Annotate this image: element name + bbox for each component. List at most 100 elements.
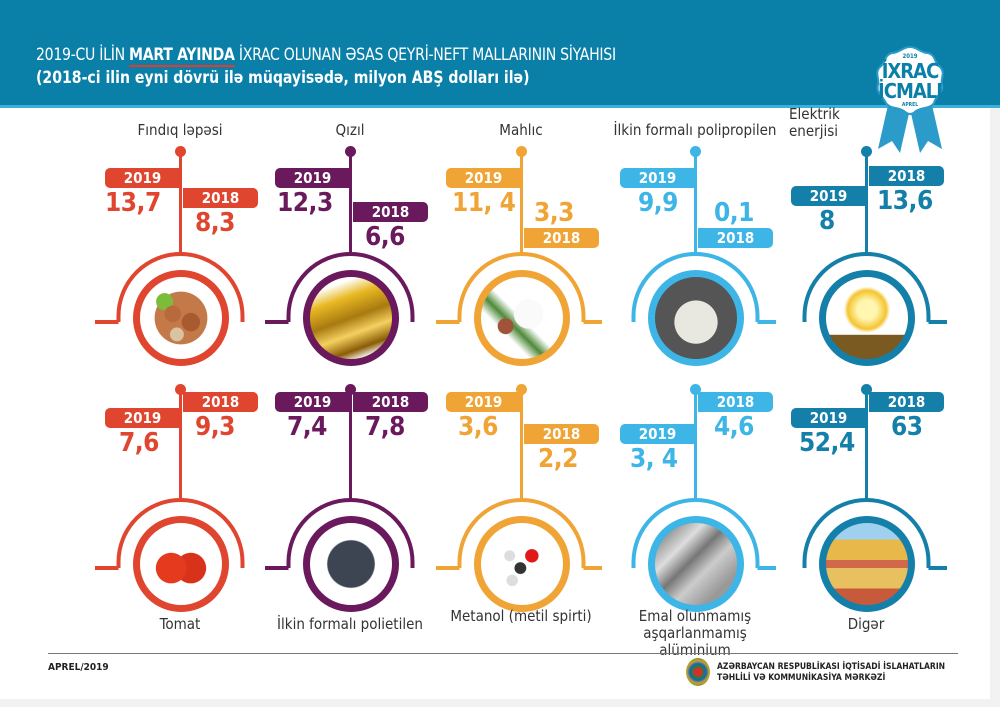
- value-2019: 3, 4: [630, 444, 678, 474]
- lightbulb-image: [818, 270, 915, 366]
- value-2019: 9,9: [638, 188, 678, 218]
- year-2018-tag: 2018: [869, 166, 944, 186]
- stem-dot: [861, 146, 872, 157]
- value-2018: 13,6: [877, 186, 933, 216]
- product-card-polyethylene: 2019 2018 7,4 7,8 İlkin formalı polietilen: [265, 380, 435, 650]
- value-2018: 4,6: [714, 412, 754, 442]
- product-name: Elektrik enerjisi: [789, 105, 840, 140]
- product-name: Tomat: [159, 615, 201, 633]
- year-2018-tag: 2018: [183, 188, 258, 208]
- year-2018-tag: 2018: [698, 228, 773, 248]
- year-2019-tag: 2019: [620, 168, 695, 188]
- year-2018-tag: 2018: [353, 392, 428, 412]
- footer-organization: AZƏRBAYCAN RESPUBLİKASI İQTİSADİ İSLAHAT…: [717, 662, 946, 683]
- stem-line: [349, 152, 352, 254]
- year-2019-tag: 2019: [105, 168, 180, 188]
- year-2019-tag: 2019: [620, 424, 695, 444]
- value-2019: 11, 4: [452, 188, 516, 218]
- decorative-arc: [436, 498, 602, 570]
- rosette-icon: [876, 45, 944, 153]
- decorative-arc: [265, 252, 415, 324]
- value-2018: 7,8: [365, 412, 405, 442]
- product-name: İlkin formalı polipropilen: [613, 121, 777, 139]
- polyethylene-image: [302, 516, 399, 612]
- year-2019-tag: 2019: [275, 168, 350, 188]
- decorative-arc: [436, 252, 602, 324]
- decorative-arc: [631, 252, 776, 324]
- year-2018-tag: 2018: [698, 392, 773, 412]
- polypropylene-image: [647, 270, 744, 366]
- stem-dot: [516, 384, 527, 395]
- product-card-cotton: 2019 2018 11, 4 3,3 Mahlıc: [436, 112, 606, 382]
- stem-dot: [345, 384, 356, 395]
- year-2019-tag: 2019: [446, 392, 521, 412]
- decorative-arc: [265, 498, 415, 570]
- value-2018: 3,3: [534, 198, 574, 228]
- value-2019: 7,6: [119, 428, 159, 458]
- value-2019: 13,7: [105, 188, 161, 218]
- year-2019-tag: 2019: [275, 392, 350, 412]
- decorative-arc: [95, 498, 245, 570]
- year-2019-tag: 2019: [791, 408, 866, 428]
- value-2018: 63: [891, 412, 923, 442]
- footer-date: APREL/2019: [48, 662, 109, 673]
- value-2019: 8: [819, 206, 835, 236]
- value-2018: 9,3: [195, 412, 235, 442]
- page-title: 2019-CU İLİN MART AYINDA İXRAC OLUNAN ƏS…: [36, 45, 616, 67]
- value-2018: 6,6: [365, 222, 405, 252]
- product-name: Digər: [847, 615, 885, 633]
- footer-divider: [48, 653, 958, 654]
- stem-dot: [175, 384, 186, 395]
- product-card-methanol: 2019 2018 3,6 2,2 Metanol (metil spirti): [436, 380, 606, 650]
- cotton-image: [473, 270, 570, 366]
- gold-image: [302, 270, 399, 366]
- value-2019: 12,3: [277, 188, 333, 218]
- product-card-hazelnut: 2019 2018 13,7 8,3 Fındıq ləpəsi: [95, 112, 265, 382]
- stem-dot: [345, 146, 356, 157]
- product-name: İlkin formalı polietilen: [277, 615, 423, 633]
- stem-dot: [175, 146, 186, 157]
- page-subtitle: (2018-ci ilin eyni dövrü ilə müqayisədə,…: [36, 68, 530, 88]
- stem-dot: [516, 146, 527, 157]
- hazelnut-image: [132, 270, 229, 366]
- stem-line: [520, 390, 523, 500]
- product-name: Qızıl: [335, 121, 365, 139]
- stem-dot: [861, 384, 872, 395]
- value-2019: 3,6: [458, 412, 498, 442]
- product-card-lightbulb: 2019 2018 8 13,6 Elektrik enerjisi: [781, 106, 951, 382]
- product-card-containers: 2019 2018 52,4 63 Digər: [781, 380, 951, 650]
- year-2018-tag: 2018: [183, 392, 258, 412]
- product-name: Emal olunmamış aşqarlanmamış alüminium: [638, 607, 752, 659]
- product-name: Metanol (metil spirti): [450, 607, 592, 625]
- product-name: Fındıq ləpəsi: [137, 121, 223, 139]
- year-2018-tag: 2018: [869, 392, 944, 412]
- value-2018: 2,2: [538, 444, 578, 474]
- stem-line: [520, 152, 523, 254]
- header-banner: 2019-CU İLİN MART AYINDA İXRAC OLUNAN ƏS…: [0, 0, 1000, 108]
- state-emblem-icon: [686, 658, 710, 686]
- decorative-arc: [802, 252, 947, 324]
- stem-line: [179, 152, 182, 254]
- value-2019: 52,4: [799, 428, 855, 458]
- stem-dot: [690, 384, 701, 395]
- value-2019: 7,4: [287, 412, 327, 442]
- methanol-image: [473, 516, 570, 612]
- decorative-arc: [95, 252, 245, 324]
- decorative-arc: [631, 498, 776, 570]
- year-2019-tag: 2019: [791, 186, 866, 206]
- year-2018-tag: 2018: [524, 424, 599, 444]
- year-2018-tag: 2018: [353, 202, 428, 222]
- stem-line: [179, 390, 182, 500]
- product-card-gold: 2019 2018 12,3 6,6 Qızıl: [265, 112, 435, 382]
- year-2019-tag: 2019: [105, 408, 180, 428]
- year-2018-tag: 2018: [524, 228, 599, 248]
- value-2018: 8,3: [195, 208, 235, 238]
- tomato-image: [132, 516, 229, 612]
- value-2018: 0,1: [714, 198, 754, 228]
- year-2019-tag: 2019: [446, 168, 521, 188]
- stem-line: [865, 390, 868, 500]
- product-card-polypropylene: 2019 2018 9,9 0,1 İlkin formalı polipropile…: [610, 112, 780, 382]
- stem-line: [694, 152, 697, 254]
- stem-line: [349, 390, 352, 500]
